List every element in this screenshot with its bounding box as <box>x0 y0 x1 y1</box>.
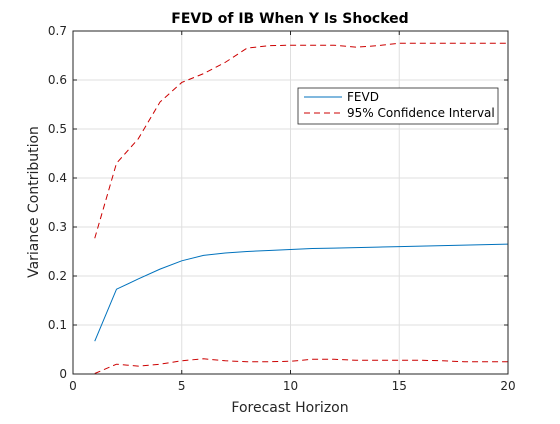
x-tick-label: 15 <box>392 379 407 393</box>
y-tick-label: 0.7 <box>48 24 67 38</box>
x-tick-label: 5 <box>178 379 186 393</box>
ticks: 0 5 10 15 20 0 0.1 0.2 0.3 0.4 0.5 0.6 0.7 <box>48 24 516 393</box>
legend: FEVD 95% Confidence Interval <box>297 87 499 125</box>
y-tick-label: 0 <box>59 367 67 381</box>
legend-ci-label: 95% Confidence Interval <box>347 106 495 120</box>
legend-box <box>297 87 499 125</box>
x-tick-label: 10 <box>283 379 298 393</box>
x-tick-label: 0 <box>69 379 77 393</box>
y-tick-label: 0.1 <box>48 318 67 332</box>
y-tick-label: 0.6 <box>48 73 67 87</box>
ci-lower-line <box>94 358 508 374</box>
series-layer <box>94 42 509 374</box>
y-tick-label: 0.4 <box>48 171 67 185</box>
chart-title: FEVD of IB When Y Is Shocked <box>171 11 408 27</box>
y-tick-label: 0.2 <box>48 269 67 283</box>
y-tick-label: 0.3 <box>48 220 67 234</box>
y-axis-label: Variance Contribution <box>26 126 42 278</box>
ci-upper-line <box>94 42 508 239</box>
fevd-line <box>94 243 509 342</box>
y-tick-label: 0.5 <box>48 122 67 136</box>
legend-fevd-label: FEVD <box>347 90 379 104</box>
x-axis-label: Forecast Horizon <box>231 400 348 416</box>
x-tick-label: 20 <box>500 379 515 393</box>
